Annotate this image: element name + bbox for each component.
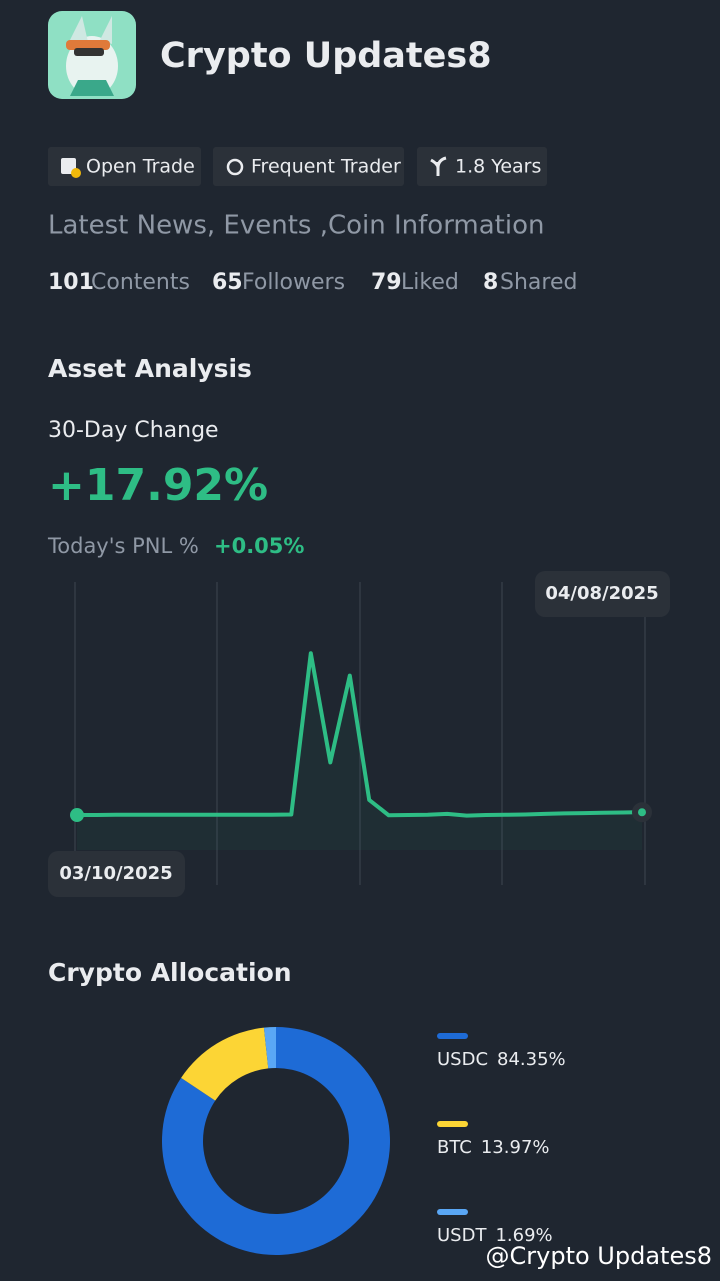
avatar[interactable]	[48, 11, 136, 99]
legend-swatch	[437, 1209, 468, 1215]
donut-slice	[161, 1027, 391, 1255]
section-title: Crypto Allocation	[48, 958, 292, 987]
stat-value: 8	[483, 270, 498, 295]
line-chart	[70, 651, 652, 850]
stat-value: 65	[212, 270, 243, 295]
end-point	[632, 802, 652, 823]
start-point	[70, 808, 84, 823]
profile-name: Crypto Updates8	[160, 36, 492, 76]
stat-label: Liked	[401, 270, 459, 295]
tooltip	[48, 851, 185, 897]
stat-label: Contents	[91, 270, 190, 295]
section-title: Asset Analysis	[48, 354, 252, 383]
watermark: @Crypto Updates8	[486, 1242, 712, 1270]
legend-value: 84.35%	[497, 1049, 566, 1070]
legend-value: 1.69%	[495, 1225, 552, 1246]
pnl-value: +0.05%	[214, 534, 304, 558]
line-area	[77, 653, 642, 850]
legend-label: BTC	[437, 1137, 472, 1158]
legend-swatch	[437, 1033, 468, 1039]
chart-gridlines	[74, 582, 646, 885]
start-date: 03/10/2025	[59, 863, 172, 884]
badge: 1.8 Years	[417, 147, 547, 186]
badge: Frequent Trader	[213, 147, 404, 186]
badge-label: Frequent Trader	[251, 156, 401, 178]
legend-label: USDT	[437, 1225, 487, 1246]
badge-label: 1.8 Years	[455, 156, 541, 178]
change-label: 30-Day Change	[48, 418, 219, 443]
stat-value: 101	[48, 270, 94, 295]
stat-label: Shared	[500, 270, 577, 295]
donut-slice	[263, 1027, 276, 1069]
badge-label: Open Trade	[86, 156, 195, 178]
pnl-label: Today's PNL %	[47, 534, 199, 558]
legend-value: 13.97%	[481, 1137, 550, 1158]
badge: Open Trade	[48, 147, 201, 186]
line	[77, 651, 643, 818]
stat-label: Followers	[242, 270, 345, 295]
donut-chart: USDC 84.35% BTC 13.97% USDT 1.69%	[161, 1027, 566, 1255]
tooltip	[535, 571, 670, 617]
stat-value: 79	[371, 270, 402, 295]
donut-slice	[181, 1027, 269, 1101]
legend-swatch	[437, 1121, 468, 1127]
end-date: 04/08/2025	[545, 583, 658, 604]
change-value: +17.92%	[48, 460, 268, 511]
legend-label: USDC	[437, 1049, 488, 1070]
bio: Latest News, Events ,Coin Information	[48, 211, 545, 241]
